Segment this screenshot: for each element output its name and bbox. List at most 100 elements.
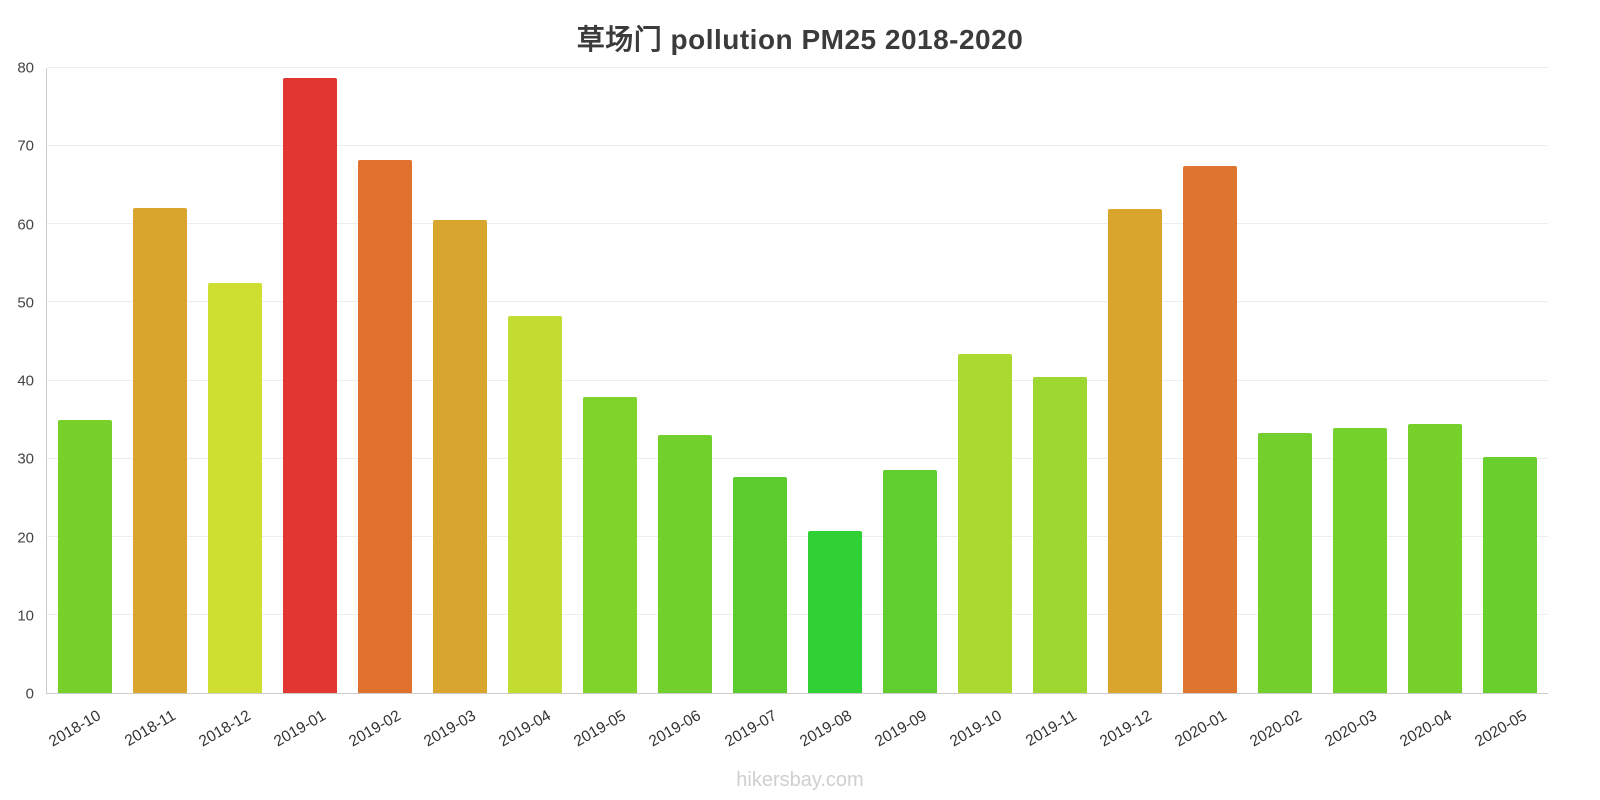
bar-slot xyxy=(797,68,872,693)
gridline xyxy=(47,535,1548,537)
bar[interactable] xyxy=(732,477,787,693)
gridline xyxy=(47,613,1548,615)
y-axis-tick-label: 40 xyxy=(17,372,34,390)
bar[interactable] xyxy=(1183,165,1238,693)
gridline xyxy=(47,379,1548,381)
gridline xyxy=(47,67,1548,68)
bar-series xyxy=(47,68,1548,693)
bar-slot xyxy=(347,68,422,693)
bar[interactable] xyxy=(57,419,112,693)
bar-slot xyxy=(1173,68,1248,693)
bar[interactable] xyxy=(883,470,938,693)
x-axis-tick-label: 2019-05 xyxy=(571,707,630,751)
bar-slot xyxy=(1098,68,1173,693)
bar-slot xyxy=(572,68,647,693)
x-axis-tick-label: 2019-01 xyxy=(271,707,329,751)
y-axis-tick-label: 10 xyxy=(17,607,34,625)
x-slot: 2019-01 xyxy=(271,696,346,758)
x-axis: 2018-10 2018-11 2018-12 2019-01 2019-02 2019-… xyxy=(46,696,1548,758)
bar-slot xyxy=(647,68,722,693)
x-axis-tick-label: 2019-11 xyxy=(1022,707,1080,750)
bar[interactable] xyxy=(207,282,262,693)
bar-slot xyxy=(873,68,948,693)
bar-slot xyxy=(948,68,1023,693)
bar-slot xyxy=(1248,68,1323,693)
x-slot: 2018-10 xyxy=(46,696,121,758)
bar[interactable] xyxy=(1108,209,1163,693)
bar-slot xyxy=(1023,68,1098,693)
x-axis-tick-label: 2020-04 xyxy=(1397,707,1456,751)
bar[interactable] xyxy=(357,160,412,693)
y-axis-tick-label: 80 xyxy=(17,59,34,77)
x-axis-tick-label: 2019-12 xyxy=(1097,707,1155,751)
x-axis-tick-label: 2019-03 xyxy=(421,707,480,751)
y-axis: 0 10 20 30 40 50 60 70 80 xyxy=(0,60,42,703)
bar[interactable] xyxy=(1258,432,1313,693)
gridline xyxy=(47,457,1548,459)
x-slot: 2019-02 xyxy=(346,696,421,758)
bar[interactable] xyxy=(958,353,1013,693)
x-axis-tick-label: 2020-01 xyxy=(1172,707,1230,751)
bar-slot xyxy=(47,68,122,693)
x-axis-tick-label: 2019-02 xyxy=(346,707,404,751)
bar[interactable] xyxy=(1033,377,1088,693)
bar-slot xyxy=(722,68,797,693)
chart-title: 草场门 pollution PM25 2018-2020 xyxy=(576,24,1024,55)
x-axis-tick-label: 2020-05 xyxy=(1472,707,1531,751)
gridline xyxy=(47,145,1548,147)
bar-slot xyxy=(1398,68,1473,693)
bar[interactable] xyxy=(1483,457,1538,693)
x-slot: 2019-06 xyxy=(647,696,722,758)
gridline xyxy=(47,301,1548,303)
bar-slot xyxy=(272,68,347,693)
y-axis-tick-label: 60 xyxy=(17,216,34,233)
bar-slot xyxy=(422,68,497,693)
x-axis-tick-label: 2018-11 xyxy=(121,707,179,750)
x-slot: 2019-04 xyxy=(496,696,572,758)
x-slot: 2020-05 xyxy=(1473,696,1548,758)
bar-slot xyxy=(1323,68,1398,693)
plot-area xyxy=(46,67,1548,694)
y-axis-tick-label: 50 xyxy=(17,294,34,312)
x-slot: 2018-11 xyxy=(121,696,196,758)
x-axis-tick-label: 2019-07 xyxy=(721,707,780,751)
x-axis-tick-label: 2019-10 xyxy=(946,707,1005,751)
watermark: hikersbay.com xyxy=(736,769,864,791)
x-slot: 2018-12 xyxy=(196,696,271,758)
bar[interactable] xyxy=(132,207,187,693)
x-slot: 2020-01 xyxy=(1172,696,1247,758)
x-axis-tick-label: 2018-12 xyxy=(195,707,254,751)
bar-slot xyxy=(1473,68,1548,693)
x-axis-tick-label: 2020-02 xyxy=(1247,707,1306,751)
bar[interactable] xyxy=(582,396,637,693)
bar-slot xyxy=(122,68,197,693)
bar-slot xyxy=(197,68,272,693)
bar[interactable] xyxy=(1408,424,1463,693)
x-slot: 2020-03 xyxy=(1322,696,1398,758)
bar[interactable] xyxy=(432,219,487,693)
x-slot: 2019-03 xyxy=(421,696,496,758)
x-axis-tick-label: 2019-08 xyxy=(796,707,855,751)
bar[interactable] xyxy=(807,531,862,693)
y-axis-tick-label: 30 xyxy=(17,450,34,468)
x-axis-tick-label: 2019-06 xyxy=(646,707,705,751)
y-axis-tick-label: 20 xyxy=(17,529,34,546)
y-axis-tick-label: 70 xyxy=(17,137,34,155)
x-slot: 2019-09 xyxy=(872,696,947,758)
x-slot: 2019-11 xyxy=(1022,696,1097,758)
bar[interactable] xyxy=(282,78,337,693)
x-slot: 2019-10 xyxy=(947,696,1022,758)
x-slot: 2019-07 xyxy=(722,696,797,758)
x-slot: 2019-12 xyxy=(1097,696,1172,758)
bar-slot xyxy=(497,68,572,693)
x-slot: 2019-08 xyxy=(797,696,872,758)
bar[interactable] xyxy=(1333,428,1388,693)
x-slot: 2019-05 xyxy=(571,696,647,758)
bar[interactable] xyxy=(507,315,562,693)
x-axis-tick-label: 2019-09 xyxy=(871,707,930,751)
bar[interactable] xyxy=(657,435,712,693)
y-axis-tick-label: 0 xyxy=(25,685,34,703)
x-slot: 2020-04 xyxy=(1397,696,1473,758)
gridline xyxy=(47,223,1548,225)
